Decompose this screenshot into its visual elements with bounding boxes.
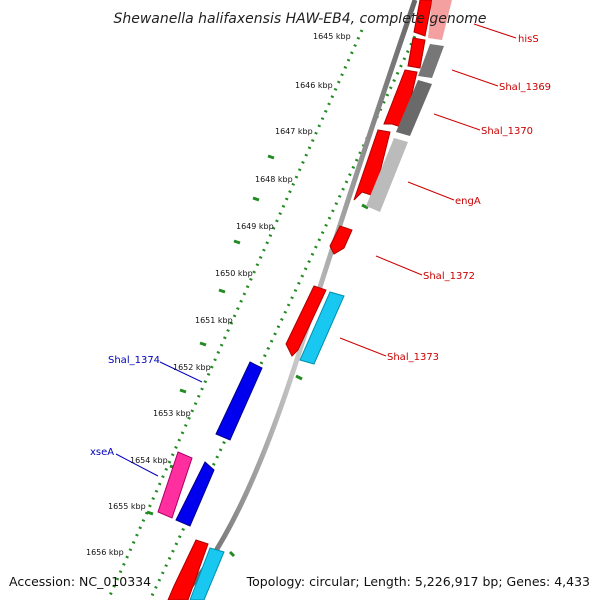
- cog-pink-feature: [428, 0, 452, 40]
- tick-label: 1654 kbp: [130, 456, 168, 465]
- cog-cyan-bottom-feature: [189, 547, 225, 600]
- gene-labels: hisS Shal_1369 Shal_1370 engA Shal_1372 …: [90, 34, 551, 458]
- engA-feature: [353, 129, 391, 201]
- cog-light-grey-feature: [366, 138, 408, 212]
- gene-label-shal-1369[interactable]: Shal_1369: [499, 82, 551, 93]
- tick-labels: 1645 kbp 1646 kbp 1647 kbp 1648 kbp 1649…: [86, 32, 351, 557]
- shal-1373-feature: [285, 285, 327, 357]
- shal-1370-feature: [407, 37, 426, 69]
- shal-1372-feature: [329, 225, 353, 255]
- map-title: Shewanella halifaxensis HAW-EB4, complet…: [113, 11, 486, 27]
- tick-label: 1652 kbp: [173, 363, 211, 372]
- genome-summary-text: Topology: circular; Length: 5,226,917 bp…: [246, 574, 590, 589]
- tick-label: 1651 kbp: [195, 316, 233, 325]
- cog-grey-feature-2: [396, 80, 432, 136]
- tick-label: 1653 kbp: [153, 409, 191, 418]
- tick-label: 1646 kbp: [295, 81, 333, 90]
- backbone-ring: [176, 0, 418, 600]
- inner-dotted-ring: [106, 29, 364, 600]
- tick-label: 1647 kbp: [275, 127, 313, 136]
- gene-label-shal-1374[interactable]: Shal_1374: [108, 355, 160, 366]
- cog-cyan-feature: [299, 291, 345, 365]
- tick-label: 1655 kbp: [108, 502, 146, 511]
- gene-label-xseA[interactable]: xseA: [90, 447, 114, 458]
- leader-lines: [115, 23, 517, 477]
- cog-grey-feature-1: [418, 44, 444, 78]
- xseA-feature: [175, 461, 215, 527]
- accession-text: Accession: NC_010334: [9, 574, 151, 589]
- hisS-feature: [413, 0, 433, 37]
- rna-pink-feature: [157, 451, 193, 519]
- gene-label-shal-1370[interactable]: Shal_1370: [481, 126, 533, 137]
- tick-label: 1656 kbp: [86, 548, 124, 557]
- tick-label: 1649 kbp: [236, 222, 274, 231]
- shal-1374-feature: [215, 361, 263, 441]
- tick-label: 1648 kbp: [255, 175, 293, 184]
- gene-features: [157, 0, 452, 600]
- gene-label-shal-1373[interactable]: Shal_1373: [387, 352, 439, 363]
- gene-label-shal-1372[interactable]: Shal_1372: [423, 271, 475, 282]
- gene-label-hisS[interactable]: hisS: [518, 34, 539, 45]
- gene-label-engA[interactable]: engA: [455, 196, 481, 207]
- tick-label: 1650 kbp: [215, 269, 253, 278]
- tick-label: 1645 kbp: [313, 32, 351, 41]
- bottom-red-feature: [167, 539, 209, 600]
- shal-1369-feature: [383, 69, 418, 129]
